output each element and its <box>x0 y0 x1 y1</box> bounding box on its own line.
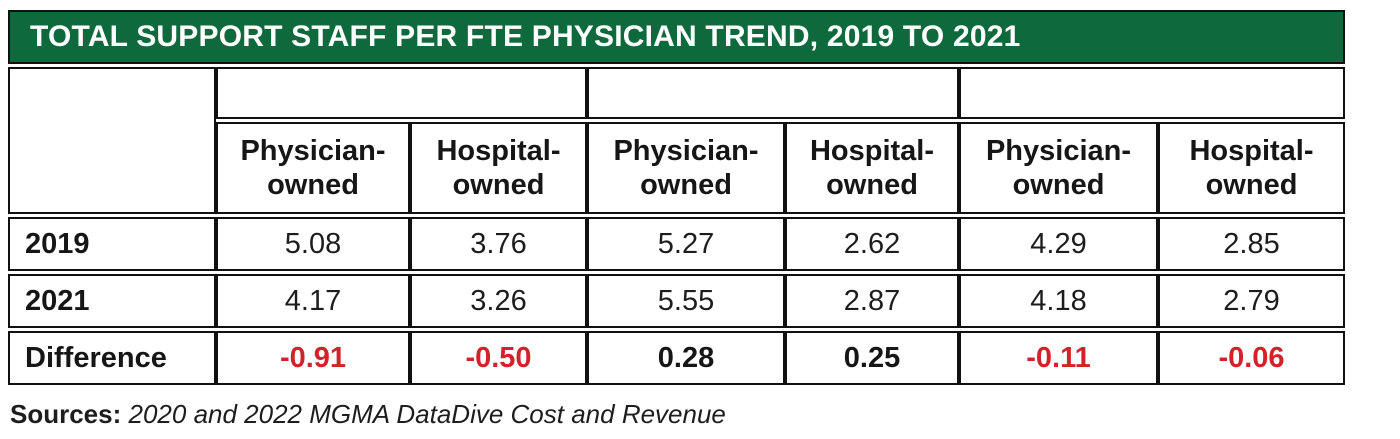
cell-2021-surgical-hospital: 2.79 <box>1158 274 1345 328</box>
subheader-line2: owned <box>1012 169 1105 201</box>
subheader-line1: Hospital- <box>809 134 935 167</box>
subheader-nonsurgical-hospital-owned: Hospital-owned <box>785 122 959 214</box>
subheader-line1: Physician- <box>613 134 759 167</box>
subheader-surgical-hospital-owned: Hospital-owned <box>1158 122 1345 214</box>
subheader-line2: owned <box>640 169 732 201</box>
cell-2021-surgical-physician: 4.18 <box>959 274 1158 328</box>
table-title: TOTAL SUPPORT STAFF PER FTE PHYSICIAN TR… <box>8 10 1345 64</box>
sources-label: Sources: <box>10 399 122 429</box>
cell-2021-nonsurgical-physician: 5.55 <box>587 274 785 328</box>
sources-text: 2020 and 2022 MGMA DataDive Cost and Rev… <box>128 399 726 429</box>
cell-difference-nonsurgical-hospital: 0.25 <box>785 331 959 385</box>
subheader-nonsurgical-physician-owned: Physician-owned <box>587 122 785 214</box>
subheader-primary-physician-owned: Physician-owned <box>216 122 410 214</box>
cell-difference-surgical-physician: -0.11 <box>959 331 1158 385</box>
cell-2019-surgical-physician: 4.29 <box>959 217 1158 271</box>
table-row-difference: Difference -0.91 -0.50 0.28 0.25 -0.11 -… <box>8 331 1345 385</box>
cell-difference-surgical-hospital: -0.06 <box>1158 331 1345 385</box>
row-label-2019: 2019 <box>8 217 216 271</box>
group-header-nonsurgical: Nonsurgical <box>587 67 959 119</box>
group-header-row: Primary care Nonsurgical Surgical <box>8 67 1345 214</box>
cell-2019-primary-physician: 5.08 <box>216 217 410 271</box>
cell-2019-nonsurgical-hospital: 2.62 <box>785 217 959 271</box>
cell-2019-primary-hospital: 3.76 <box>410 217 587 271</box>
subheader-line1: Hospital- <box>436 134 561 167</box>
subheader-line2: owned <box>826 169 918 201</box>
header-stub-cell <box>8 67 216 214</box>
table-row-2021: 2021 4.17 3.26 5.55 2.87 4.18 2.79 <box>8 274 1345 328</box>
sources-note: Sources: 2020 and 2022 MGMA DataDive Cos… <box>10 399 726 430</box>
cell-2021-nonsurgical-hospital: 2.87 <box>785 274 959 328</box>
group-header-primary-care: Primary care <box>216 67 587 119</box>
data-table: Primary care Nonsurgical Surgical Physic… <box>8 64 1345 388</box>
row-label-difference: Difference <box>8 331 216 385</box>
cell-difference-primary-hospital: -0.50 <box>410 331 587 385</box>
subheader-line2: owned <box>452 169 545 201</box>
group-header-surgical: Surgical <box>959 67 1345 119</box>
cell-difference-primary-physician: -0.91 <box>216 331 410 385</box>
cell-2021-primary-hospital: 3.26 <box>410 274 587 328</box>
table-row-2019: 2019 5.08 3.76 5.27 2.62 4.29 2.85 <box>8 217 1345 271</box>
subheader-row: Physician-owned Hospital-owned Physician… <box>8 122 1345 214</box>
subheader-line1: Physician- <box>985 134 1132 167</box>
support-staff-table-figure: TOTAL SUPPORT STAFF PER FTE PHYSICIAN TR… <box>8 10 1349 388</box>
cell-2019-surgical-hospital: 2.85 <box>1158 217 1345 271</box>
cell-2019-nonsurgical-physician: 5.27 <box>587 217 785 271</box>
cell-2021-primary-physician: 4.17 <box>216 274 410 328</box>
subheader-surgical-physician-owned: Physician-owned <box>959 122 1158 214</box>
subheader-primary-hospital-owned: Hospital-owned <box>410 122 587 214</box>
row-label-2021: 2021 <box>8 274 216 328</box>
subheader-line2: owned <box>267 169 359 201</box>
subheader-line1: Hospital- <box>1189 134 1314 167</box>
cell-difference-nonsurgical-physician: 0.28 <box>587 331 785 385</box>
subheader-line2: owned <box>1205 169 1298 201</box>
subheader-line1: Physician- <box>240 134 386 167</box>
